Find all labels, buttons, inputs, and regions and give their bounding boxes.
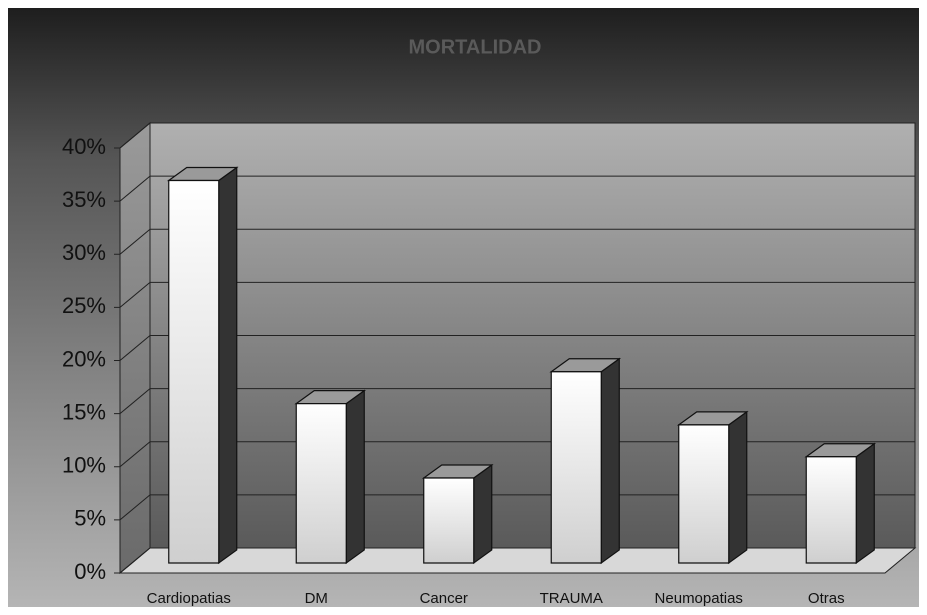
y-tick-label: 20% [62, 346, 106, 371]
bar-side [600, 357, 620, 565]
chart-title: MORTALIDAD [409, 36, 542, 58]
floor [118, 547, 917, 574]
bar-front [168, 179, 220, 564]
x-tick-label: Cardiopatias [147, 590, 231, 607]
grid-line [119, 228, 915, 255]
bar-side [345, 389, 365, 565]
y-tick-label: 35% [62, 187, 106, 212]
bar-front [550, 371, 602, 564]
grid-line [119, 494, 915, 521]
grid-line [119, 441, 915, 468]
bar-front [678, 424, 730, 564]
bar [549, 357, 622, 565]
x-tick-label: Cancer [420, 590, 468, 607]
bar-side [728, 410, 748, 565]
x-tick-label: DM [305, 590, 328, 607]
bar-side [473, 463, 493, 565]
x-tick-label: Neumopatias [655, 590, 743, 607]
bar [676, 410, 749, 565]
bar [294, 389, 367, 565]
x-tick-label: Otras [808, 590, 845, 607]
y-tick-label: 0% [74, 559, 106, 584]
grid-line [119, 388, 915, 415]
grid-line [119, 175, 915, 202]
y-tick-label: 5% [74, 506, 106, 531]
y-tick-label: 40% [62, 134, 106, 159]
bar [421, 463, 494, 565]
bar-side [218, 166, 238, 565]
y-tick-label: 15% [62, 399, 106, 424]
y-tick-label: 25% [62, 293, 106, 318]
bar-front [295, 403, 347, 564]
bar [166, 166, 239, 565]
bar-front [423, 477, 475, 564]
bar-front [805, 456, 857, 564]
x-tick-label: TRAUMA [540, 590, 603, 607]
bar [804, 442, 877, 565]
y-tick-label: 10% [62, 453, 106, 478]
y-tick-label: 30% [62, 240, 106, 265]
grid-line [119, 281, 915, 308]
grid-line [119, 547, 915, 574]
grid-line [119, 122, 915, 149]
grid-line [119, 335, 915, 361]
bar-side [855, 442, 875, 565]
